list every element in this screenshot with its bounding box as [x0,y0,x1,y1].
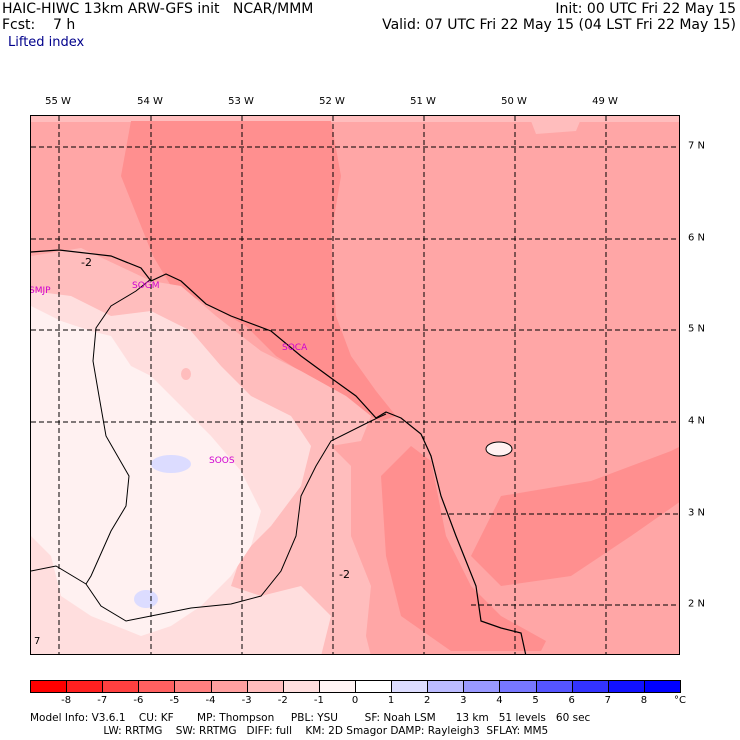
graticule [31,116,679,654]
init-time: Init: 00 UTC Fri 22 May 15 [555,1,736,17]
colorbar-swatch [535,680,573,693]
lon-label: 53 W [228,96,254,107]
lat-label: 4 N [688,415,706,427]
station-label: SOOS [209,456,235,466]
station-label: SOCA [282,343,308,353]
field-blob-ocean [485,441,513,457]
lifted-index-map: -2 -2 7 SMJP SOCA SOOS SOGM [31,116,679,654]
colorbar-tick: 5 [532,695,539,706]
lon-label: 51 W [410,96,436,107]
border-suriname-guyana [31,278,152,585]
valid-time: Valid: 07 UTC Fri 22 May 15 (04 LST Fri … [382,17,736,33]
border-suriname-south [85,413,387,622]
colorbar-swatch [66,680,104,693]
lat-label: 2 N [688,598,706,610]
colorbar-tick: 2 [424,695,431,706]
colorbar-swatch [391,680,429,693]
field-blob-plus1 [151,455,191,473]
lat-label: 5 N [688,323,706,335]
colorbar-swatch [427,680,465,693]
colorbar-swatch [318,680,356,693]
lon-label: 49 W [592,96,618,107]
colorbar-tick: -5 [169,695,180,706]
lat-label: 7 N [688,140,706,152]
field-patch-ne [531,119,581,134]
colorbar-tick: -4 [205,695,216,706]
forecast-hour: Fcst: 7 h [2,17,76,33]
field-band-minus4-north [121,121,396,421]
colorbar-tick: 8 [640,695,648,706]
colorbar-tick: -7 [97,695,108,706]
field-region-zero [31,306,261,636]
colorbar-swatch [102,680,140,693]
colorbar-swatch [174,680,212,693]
lat-label: 6 N [688,232,706,244]
colorbar-tick: -1 [313,695,324,706]
contour-label: -2 [339,568,350,581]
field-top-band [31,116,679,122]
colorbar-swatch [282,680,320,693]
colorbar-swatch [643,680,681,693]
model-info-line2: LW: RRTMG SW: RRTMG DIFF: full KM: 2D Sm… [30,725,549,737]
lon-label: 55 W [45,96,71,107]
field-blob-plus1 [181,368,191,380]
colorbar-unit: °C [674,695,686,706]
field-band-minus4-south [381,446,546,651]
colorbar-swatch [607,680,645,693]
field-band-minus4-east [471,447,679,586]
colorbar-tick: -6 [133,695,144,706]
colorbar-tick: 1 [387,695,395,706]
model-info-line1: Model Info: V3.6.1 CU: KF MP: Thompson P… [30,712,591,724]
colorbar-tick: 0 [351,695,359,706]
lon-label: 50 W [501,96,527,107]
colorbar-swatch [210,680,248,693]
contour-label: 7 [34,636,40,647]
station-label: SMJP [31,286,51,296]
colorbar-swatch [463,680,501,693]
colorbar-tick: 7 [604,695,611,706]
colorbar-swatch [355,680,393,693]
station-label: SOGM [132,281,160,291]
field-blob-plus1 [134,590,158,608]
colorbar-tick: 3 [460,695,467,706]
colorbar-tick: 6 [568,695,575,706]
map-panel: -2 -2 7 SMJP SOCA SOOS SOGM [30,115,680,655]
colorbar-tick: -8 [61,695,72,706]
model-title: HAIC-HIWC 13km ARW-GFS init NCAR/MMM [2,1,314,17]
lat-label: 3 N [688,507,706,519]
colorbar-tick: 4 [496,695,503,706]
colorbar-swatch [499,680,537,693]
colorbar-swatch [138,680,176,693]
lon-label: 52 W [319,96,345,107]
colorbar-tick: -3 [241,695,252,706]
colorbar-swatch [246,680,284,693]
colorbar-tick: -2 [277,695,288,706]
contour-label: -2 [81,256,92,269]
lon-label: 54 W [137,96,163,107]
field-name: Lifted index [8,35,85,50]
colorbar-swatch [30,680,68,693]
colorbar-swatch [571,680,609,693]
